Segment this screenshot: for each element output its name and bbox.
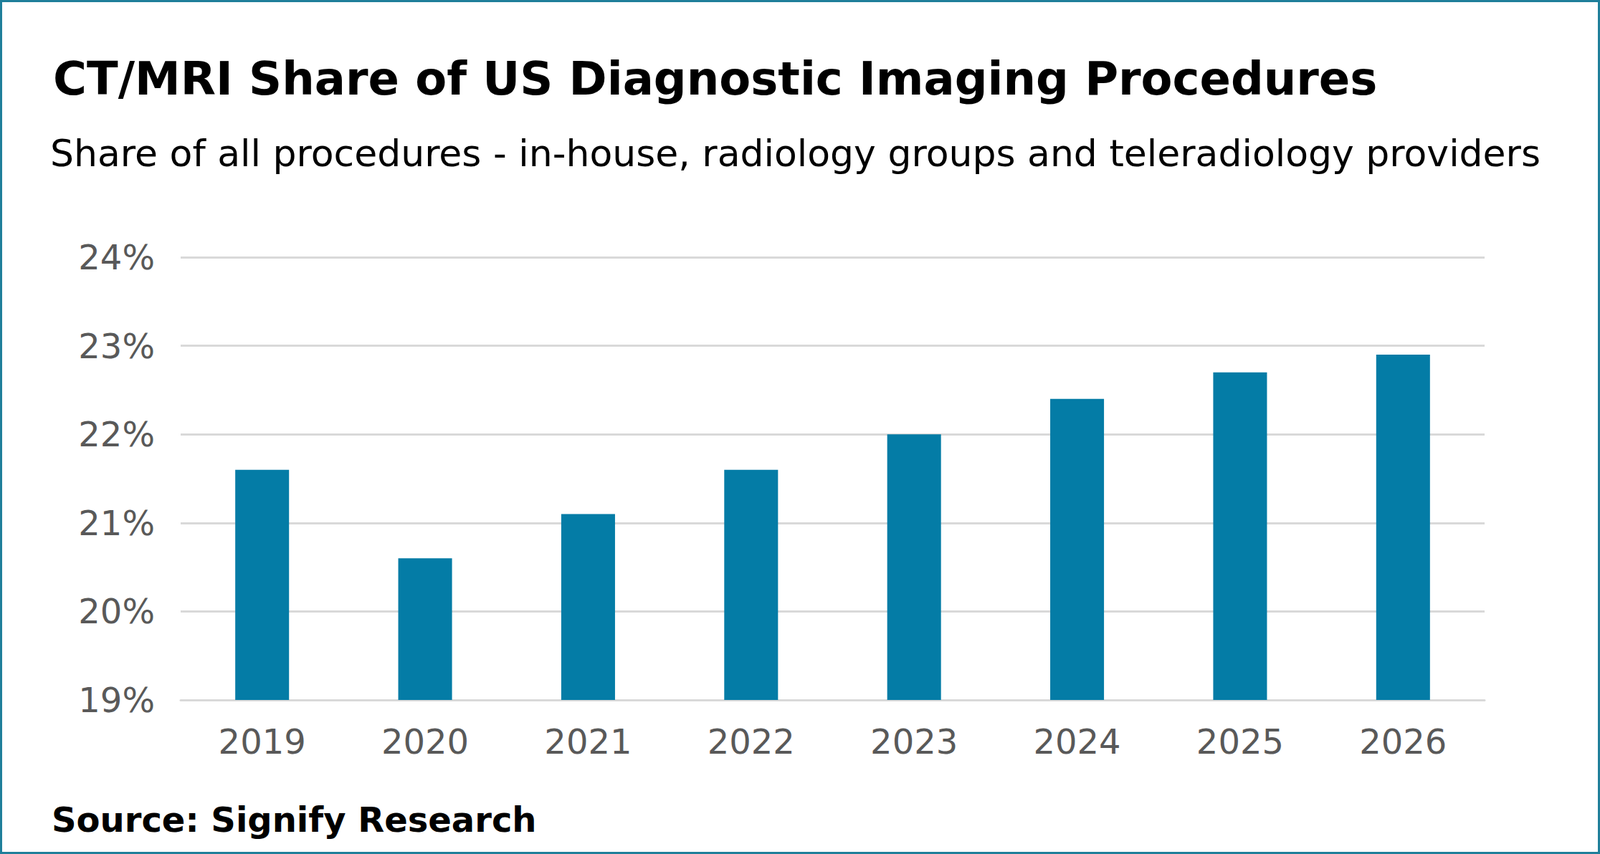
svg-text:20%: 20% <box>78 591 155 632</box>
svg-text:CT/MRI Share of US Diagnostic: CT/MRI Share of US Diagnostic Imaging Pr… <box>53 52 1378 106</box>
svg-text:21%: 21% <box>78 503 155 544</box>
svg-text:2025: 2025 <box>1196 721 1284 763</box>
svg-text:2020: 2020 <box>381 721 469 763</box>
svg-text:23%: 23% <box>78 326 155 367</box>
svg-text:Source: Signify Research: Source: Signify Research <box>51 800 537 841</box>
svg-text:19%: 19% <box>78 680 155 721</box>
svg-text:2023: 2023 <box>870 721 958 763</box>
svg-text:2024: 2024 <box>1032 721 1121 763</box>
svg-text:2026: 2026 <box>1359 721 1447 763</box>
svg-text:22%: 22% <box>78 414 155 455</box>
svg-text:Share of all procedures - in-h: Share of all procedures - in-house, radi… <box>50 131 1541 175</box>
svg-text:2019: 2019 <box>218 721 307 763</box>
svg-text:24%: 24% <box>78 237 155 278</box>
svg-text:2021: 2021 <box>544 721 632 763</box>
svg-text:2022: 2022 <box>707 721 795 763</box>
